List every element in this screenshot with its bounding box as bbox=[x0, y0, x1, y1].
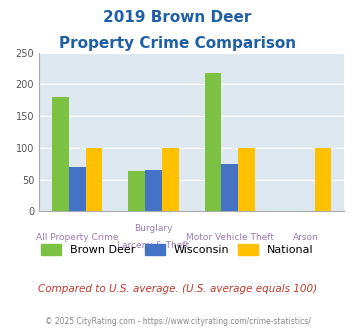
Bar bbox=[162, 148, 179, 211]
Legend: Brown Deer, Wisconsin, National: Brown Deer, Wisconsin, National bbox=[37, 240, 318, 260]
Bar bbox=[145, 170, 162, 211]
Text: Compared to U.S. average. (U.S. average equals 100): Compared to U.S. average. (U.S. average … bbox=[38, 284, 317, 294]
Text: All Property Crime: All Property Crime bbox=[36, 233, 119, 242]
Text: Burglary: Burglary bbox=[134, 224, 173, 233]
Bar bbox=[129, 171, 145, 211]
Text: Property Crime Comparison: Property Crime Comparison bbox=[59, 36, 296, 51]
Bar bbox=[315, 148, 331, 211]
Bar bbox=[205, 73, 222, 211]
Text: © 2025 CityRating.com - https://www.cityrating.com/crime-statistics/: © 2025 CityRating.com - https://www.city… bbox=[45, 317, 310, 326]
Bar bbox=[86, 148, 102, 211]
Text: Larceny & Theft: Larceny & Theft bbox=[118, 241, 190, 250]
Bar bbox=[222, 164, 238, 211]
Text: Arson: Arson bbox=[293, 233, 319, 242]
Bar bbox=[238, 148, 255, 211]
Bar bbox=[52, 97, 69, 211]
Text: 2019 Brown Deer: 2019 Brown Deer bbox=[103, 10, 252, 25]
Bar bbox=[69, 167, 86, 211]
Text: Motor Vehicle Theft: Motor Vehicle Theft bbox=[186, 233, 274, 242]
